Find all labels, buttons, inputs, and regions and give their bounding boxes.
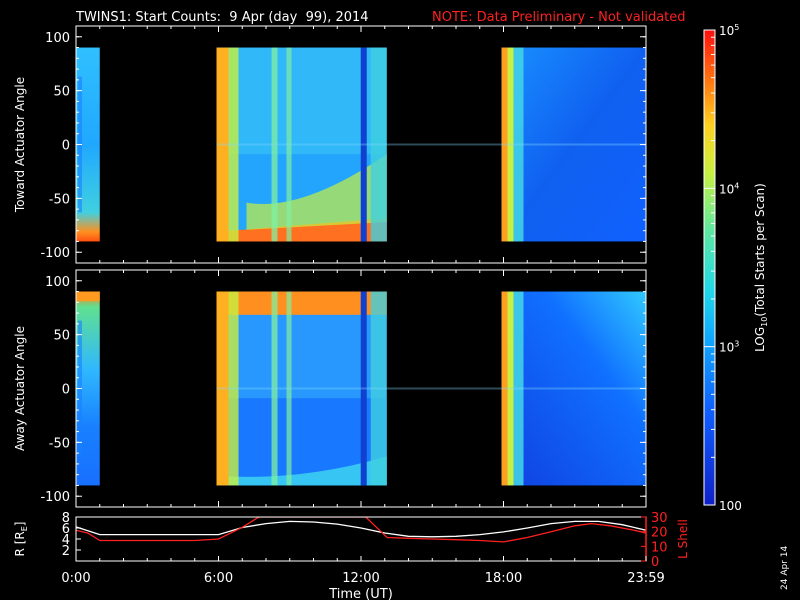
data-streak [271, 47, 278, 242]
data-region [216, 291, 387, 315]
y-tick-label: 100 [45, 275, 70, 290]
label-text: LOG [753, 327, 767, 352]
colorbar-tick-label: 104 [719, 181, 739, 196]
data-streak [513, 47, 524, 242]
data-streak [216, 47, 229, 242]
data-region [246, 154, 387, 230]
data-edge [76, 291, 100, 302]
x-tick-label: 0:00 [61, 571, 90, 586]
data-streak [370, 291, 387, 486]
label-subscript: 10 [760, 317, 769, 327]
tick-base: 100 [719, 499, 742, 513]
y-right-tick-label: 30 [651, 511, 668, 526]
tick-base: 10 [719, 24, 734, 38]
data-streak [513, 291, 524, 486]
label-text: R [R [13, 531, 27, 556]
data-streak [360, 291, 367, 486]
plot-date-stamp: 24 Apr 14 [780, 546, 790, 590]
y-tick-label: 4 [62, 533, 70, 548]
data-streak [507, 291, 514, 486]
r-series-line [76, 520, 646, 538]
data-streak [360, 47, 367, 242]
figure-title: TWINS1: Start Counts: 9 Apr (day 99), 20… [75, 10, 369, 25]
colorbar-tick-label: 105 [719, 23, 739, 38]
data-region [216, 456, 387, 486]
tick-exponent: 3 [734, 340, 739, 349]
panel-frame [75, 516, 647, 562]
data-streak [286, 291, 292, 486]
data-streak [216, 291, 229, 486]
y-axis-label: Away Actuator Angle [13, 326, 27, 451]
x-tick-label: 6:00 [204, 571, 233, 586]
y-right-tick-label: 0 [651, 555, 659, 570]
y-right-tick-label: 10 [651, 540, 668, 555]
data-segment [501, 47, 646, 242]
left-axis-label: R [RE] [13, 522, 29, 557]
colorbar-label: LOG10(Total Starts per Scan) [753, 183, 769, 352]
tick-exponent: 4 [734, 181, 739, 190]
y-tick-label: 100 [45, 31, 70, 46]
data-streak [271, 291, 278, 486]
y-tick-label: -100 [40, 490, 70, 505]
y-axis-label: Toward Actuator Angle [13, 77, 27, 213]
colorbar-tick-label: 103 [719, 340, 739, 355]
y-tick-label: -50 [49, 192, 70, 207]
y-tick-label: 0 [62, 383, 70, 398]
lshell-series-line [76, 517, 646, 543]
x-tick-label: 23:59 [627, 571, 664, 586]
tick-exponent: 5 [734, 23, 739, 32]
data-streak [507, 47, 514, 242]
tick-base: 10 [719, 182, 734, 196]
data-streak [370, 47, 387, 242]
data-streak [501, 47, 508, 242]
y-tick-label: -50 [49, 436, 70, 451]
y-tick-label: 2 [62, 544, 70, 559]
x-tick-label: 18:00 [485, 571, 522, 586]
y-tick-label: 6 [62, 522, 70, 537]
y-tick-label: 50 [53, 329, 70, 344]
data-streak [228, 291, 239, 486]
y-right-tick-label: 20 [651, 526, 668, 541]
colorbar-tick-label: 100 [719, 499, 742, 513]
y-tick-label: 8 [62, 511, 70, 526]
x-tick-label: 12:00 [342, 571, 379, 586]
data-streak [286, 47, 292, 242]
colorbar-gradient [704, 30, 715, 505]
label-text: (Total Starts per Scan) [753, 183, 767, 317]
y-tick-label: 50 [53, 85, 70, 100]
label-subscript: E [20, 526, 29, 531]
tick-base: 10 [719, 341, 734, 355]
preliminary-note: NOTE: Data Preliminary - Not validated [432, 10, 686, 25]
data-streak [228, 47, 239, 242]
x-axis-label: Time (UT) [328, 587, 393, 600]
right-axis-label: L Shell [676, 519, 690, 559]
data-segment [501, 291, 646, 486]
label-text: ] [13, 522, 27, 527]
toward-angle-panel: -100 -50 0 50 100 Toward Actuator Angle [13, 25, 647, 264]
data-streak [501, 291, 508, 486]
y-tick-label: -100 [40, 246, 70, 261]
y-tick-label: 0 [62, 139, 70, 154]
away-angle-panel: -100 -50 0 50 100 Away Actuator Angle [13, 269, 647, 508]
